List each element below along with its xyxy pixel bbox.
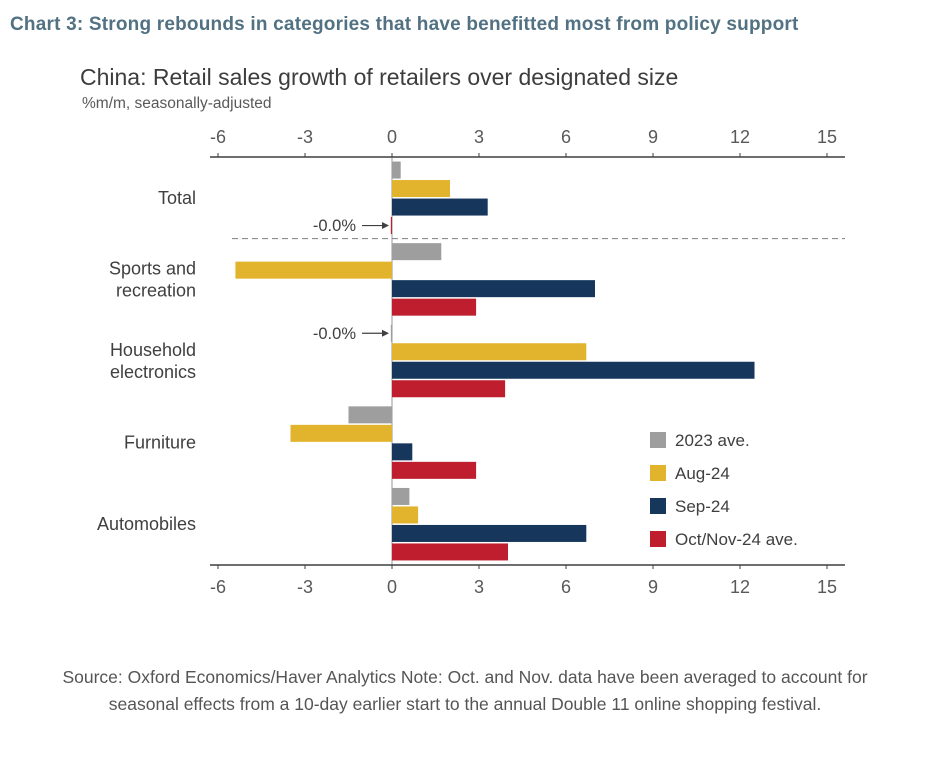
- bar-oct-nov-24-ave--3: [392, 461, 477, 479]
- annotation-arrow-head: [382, 329, 389, 337]
- x-tick-label-bottom: 9: [648, 577, 658, 597]
- annotation-label: -0.0%: [313, 325, 356, 343]
- bar-aug-24-2: [392, 343, 587, 361]
- legend-swatch: [650, 531, 666, 547]
- legend-label: Oct/Nov-24 ave.: [675, 530, 798, 549]
- bar-2023-ave--3: [348, 406, 392, 424]
- bar-oct-nov-24-ave--2: [392, 380, 506, 398]
- x-tick-label-bottom: 15: [817, 577, 837, 597]
- x-tick-label-top: 12: [730, 127, 750, 147]
- chart-subtitle: %m/m, seasonally-adjusted: [82, 95, 272, 112]
- legend-swatch: [650, 432, 666, 448]
- legend-swatch: [650, 498, 666, 514]
- x-tick-label-bottom: 6: [561, 577, 571, 597]
- chart-title: China: Retail sales growth of retailers …: [80, 64, 679, 90]
- bar-sep-24-1: [392, 280, 595, 298]
- bar-oct-nov-24-ave--4: [392, 543, 508, 561]
- page: Chart 3: Strong rebounds in categories t…: [0, 14, 930, 715]
- x-tick-label-bottom: -6: [210, 577, 226, 597]
- x-tick-label-top: 3: [474, 127, 484, 147]
- legend-swatch: [650, 465, 666, 481]
- category-label: recreation: [116, 280, 196, 300]
- bar-sep-24-3: [392, 443, 413, 461]
- annotation-arrow-head: [382, 222, 389, 230]
- x-tick-label-bottom: 0: [387, 577, 397, 597]
- bar-chart: -6 -6 -3 -3 0 0 3 3 6 6 9 9 12 12 15 15 Total Sports andr…: [97, 127, 845, 597]
- bar-aug-24-1: [235, 261, 392, 279]
- bar-aug-24-4: [392, 506, 419, 524]
- category-label: electronics: [110, 362, 196, 382]
- bar-sep-24-0: [392, 198, 488, 216]
- bar-aug-24-3: [290, 424, 392, 442]
- bar-sep-24-2: [392, 361, 755, 379]
- x-tick-label-top: 9: [648, 127, 658, 147]
- bar-2023-ave--0: [392, 161, 401, 179]
- bar-aug-24-0: [392, 180, 450, 198]
- annotation-label: -0.0%: [313, 217, 356, 235]
- bar-oct-nov-24-ave--1: [392, 298, 477, 316]
- category-label: Total: [158, 188, 196, 208]
- chart-heading: Chart 3: Strong rebounds in categories t…: [10, 14, 799, 35]
- bar-2023-ave--2: [390, 324, 392, 342]
- category-label: Furniture: [124, 433, 196, 453]
- category-label: Household: [110, 340, 196, 360]
- x-tick-label-top: -6: [210, 127, 226, 147]
- chart-block: China: Retail sales growth of retailers …: [0, 64, 930, 612]
- source-note: Source: Oxford Economics/Haver Analytics…: [62, 667, 868, 715]
- category-label: Automobiles: [97, 514, 196, 534]
- bar-oct-nov-24-ave--0: [390, 217, 392, 235]
- x-tick-label-bottom: 12: [730, 577, 750, 597]
- x-tick-label-bottom: 3: [474, 577, 484, 597]
- category-label: Sports and: [109, 258, 196, 278]
- legend-label: 2023 ave.: [675, 431, 750, 450]
- legend-label: Sep-24: [675, 497, 730, 516]
- x-tick-label-top: 6: [561, 127, 571, 147]
- x-tick-label-bottom: -3: [297, 577, 313, 597]
- x-tick-label-top: 15: [817, 127, 837, 147]
- legend-label: Aug-24: [675, 464, 730, 483]
- bar-2023-ave--1: [392, 243, 442, 261]
- x-tick-label-top: -3: [297, 127, 313, 147]
- bar-2023-ave--4: [392, 487, 410, 505]
- x-tick-label-top: 0: [387, 127, 397, 147]
- bar-sep-24-4: [392, 524, 587, 542]
